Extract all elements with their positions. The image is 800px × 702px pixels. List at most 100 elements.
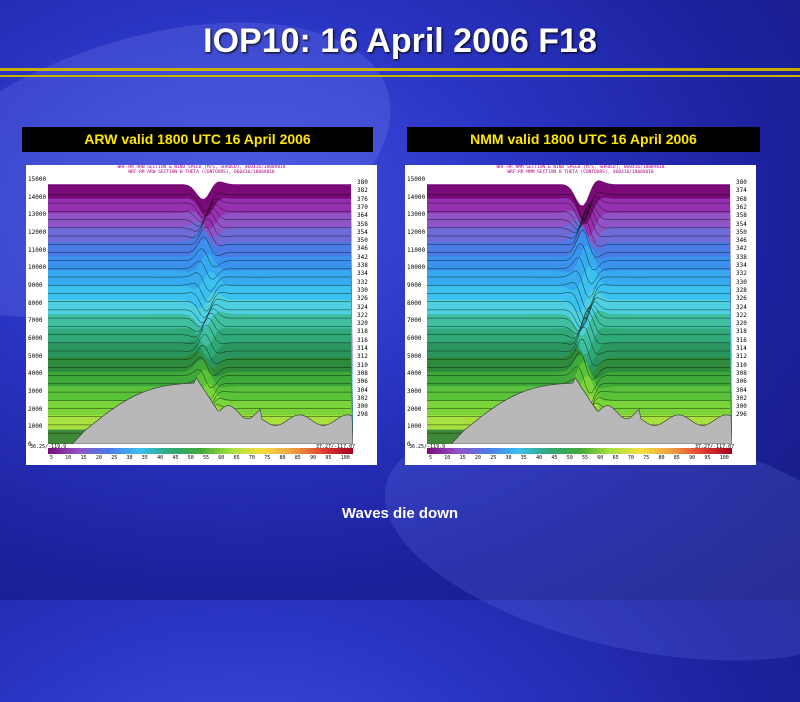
theta-contour-label: 304	[736, 386, 747, 394]
slide-title: IOP10: 16 April 2006 F18	[203, 22, 597, 60]
colorbar-tick-label: 30	[126, 455, 133, 461]
theta-contour	[48, 207, 351, 227]
theta-contour	[427, 291, 730, 320]
colorbar-tick-label: 5	[50, 455, 54, 461]
colorbar-tick-label: 55	[203, 455, 210, 461]
theta-contour-label: 320	[736, 320, 747, 328]
theta-contour-label: 332	[736, 270, 747, 278]
colorbar-tick-label: 25	[111, 455, 118, 461]
theta-contour	[427, 326, 730, 355]
theta-contour-label: 350	[357, 237, 368, 245]
y-tick-label: 3000	[28, 388, 43, 395]
theta-contour-label: 334	[736, 262, 747, 269]
theta-contour	[427, 316, 730, 345]
y-tick-label: 5000	[407, 352, 422, 360]
colorbar-tick-label: 75	[264, 455, 271, 461]
y-tick-label: 6000	[407, 335, 422, 342]
y-tick-label: 3000	[407, 388, 422, 395]
theta-contour	[427, 257, 730, 285]
theta-contour	[427, 282, 730, 310]
theta-contour-label: 308	[736, 369, 747, 377]
theta-contour	[427, 352, 730, 380]
theta-contour-label: 318	[357, 328, 368, 336]
colorbar-tick-label: 20	[474, 455, 481, 461]
colorbar-tick-label: 40	[157, 455, 164, 461]
theta-contour-label: 380	[357, 179, 368, 186]
wind-speed-field	[427, 179, 732, 444]
y-tick-label: 1000	[28, 423, 43, 431]
theta-contour-label: 322	[357, 311, 368, 319]
y-tick-label: 5000	[28, 352, 43, 360]
terrain	[48, 376, 353, 444]
theta-contour	[48, 298, 351, 319]
theta-contour-label: 354	[357, 228, 368, 236]
theta-contour-label: 310	[736, 361, 747, 369]
theta-contour-label: 330	[357, 286, 368, 294]
theta-contour	[48, 211, 351, 232]
y-tick-label: 14000	[407, 193, 426, 201]
theta-contour-label: 308	[357, 369, 368, 377]
theta-contour-label: 304	[357, 386, 368, 394]
theta-contour	[48, 203, 351, 223]
colorbar-tick-label: 70	[248, 455, 255, 461]
theta-contour-label: 346	[357, 245, 368, 253]
theta-contour-label: 370	[357, 203, 368, 211]
colorbar-tick-label: 65	[612, 455, 619, 461]
theta-contour	[427, 210, 730, 239]
theta-contour	[48, 218, 351, 238]
theta-contour	[48, 198, 351, 218]
wind-speed-field	[48, 179, 353, 444]
colorbar-tick-label: 35	[141, 455, 148, 461]
theta-contour	[427, 191, 730, 220]
colorbar-tick-label: 75	[643, 455, 650, 461]
theta-contour	[48, 303, 351, 323]
y-tick-label: 4000	[28, 370, 43, 378]
y-tick-label: 2000	[407, 405, 422, 413]
theta-contour-label: 364	[357, 212, 368, 220]
theta-contour-label: 326	[357, 295, 368, 303]
chart-header-line: WRF-RR NMM SECTION B THETA (CONTOURS), 0…	[507, 170, 654, 175]
theta-contour-label: 306	[736, 378, 747, 386]
theta-contour-label: 334	[357, 270, 368, 278]
theta-contour	[48, 324, 351, 345]
colorbar-tick-label: 85	[294, 455, 301, 461]
theta-contour-label: 296	[736, 411, 747, 419]
theta-contour	[48, 272, 351, 292]
colorbar-tick-label: 25	[490, 455, 497, 461]
arw-cross-section-chart: WRF-RR ARW SECTION & WIND SPEED (M/S, SH…	[26, 165, 377, 465]
theta-contour	[48, 260, 351, 280]
theta-contour-label: 322	[736, 311, 747, 319]
theta-contour	[48, 248, 351, 268]
colorbar-tick-label: 100	[340, 455, 350, 461]
theta-contour-label: 342	[736, 245, 747, 253]
colorbar-tick-label: 50	[566, 455, 573, 461]
colorbar-tick-label: 10	[444, 455, 451, 461]
theta-contour	[48, 318, 351, 338]
y-tick-label: 11000	[28, 246, 47, 254]
theta-contour	[48, 312, 351, 332]
theta-contour	[427, 219, 730, 247]
wind-speed-band	[48, 179, 353, 444]
theta-contour-label: 324	[736, 303, 747, 311]
y-tick-label: 0	[407, 441, 411, 448]
section-end-label: 37.27/-117.07	[316, 444, 356, 450]
theta-contour	[427, 200, 730, 228]
theta-contour-label: 324	[357, 303, 368, 311]
colorbar-tick-label: 95	[704, 455, 711, 461]
theta-contour	[48, 236, 351, 256]
colorbar-tick-label: 60	[218, 455, 225, 461]
y-tick-label: 4000	[407, 370, 422, 378]
theta-contour-label: 320	[357, 320, 368, 328]
theta-contour	[427, 229, 730, 258]
y-tick-label: 14000	[28, 193, 47, 201]
theta-contour-label: 338	[736, 253, 747, 261]
arw-panel-label: ARW valid 1800 UTC 16 April 2006	[22, 127, 373, 152]
chart-header-line: WRF-RR NMM SECTION & WIND SPEED (M/S, SH…	[496, 165, 665, 170]
theta-contour	[427, 242, 730, 271]
wind-speed-band	[427, 179, 732, 444]
slide-caption: Waves die down	[341, 505, 459, 522]
nmm-cross-section-chart: WRF-RR NMM SECTION & WIND SPEED (M/S, SH…	[405, 165, 756, 465]
y-tick-label: 15000	[28, 176, 47, 183]
nmm-panel-label: NMM valid 1800 UTC 16 April 2006	[407, 127, 760, 152]
colorbar-tick-label: 70	[627, 455, 634, 461]
